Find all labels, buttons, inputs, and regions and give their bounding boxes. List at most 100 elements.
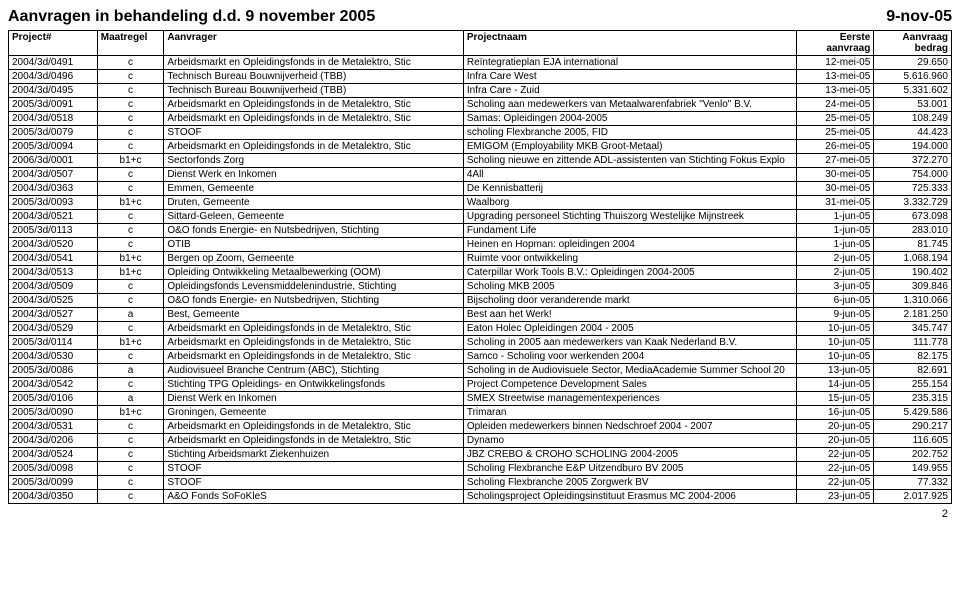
aanvragen-table: Project# Maatregel Aanvrager Projectnaam… <box>8 30 952 504</box>
cell-maatregel: c <box>97 448 164 462</box>
cell-projectnaam: Dynamo <box>463 434 796 448</box>
table-header-row: Project# Maatregel Aanvrager Projectnaam… <box>9 31 952 56</box>
cell-aanvrager: Arbeidsmarkt en Opleidingsfonds in de Me… <box>164 56 464 70</box>
cell-project: 2004/3d/0518 <box>9 112 98 126</box>
cell-bedrag: 235.315 <box>874 392 952 406</box>
cell-aanvrager: Technisch Bureau Bouwnijverheid (TBB) <box>164 84 464 98</box>
cell-bedrag: 44.423 <box>874 126 952 140</box>
cell-bedrag: 116.605 <box>874 434 952 448</box>
cell-project: 2004/3d/0525 <box>9 294 98 308</box>
cell-maatregel: b1+c <box>97 406 164 420</box>
cell-maatregel: c <box>97 98 164 112</box>
cell-project: 2004/3d/0529 <box>9 322 98 336</box>
cell-projectnaam: Caterpillar Work Tools B.V.: Opleidingen… <box>463 266 796 280</box>
cell-aanvrager: Opleiding Ontwikkeling Metaalbewerking (… <box>164 266 464 280</box>
cell-aanvrager: O&O fonds Energie- en Nutsbedrijven, Sti… <box>164 224 464 238</box>
cell-aanvrager: Emmen, Gemeente <box>164 182 464 196</box>
cell-maatregel: c <box>97 224 164 238</box>
table-row: 2004/3d/0495cTechnisch Bureau Bouwnijver… <box>9 84 952 98</box>
col-projectnaam: Projectnaam <box>463 31 796 56</box>
table-row: 2005/3d/0114b1+cArbeidsmarkt en Opleidin… <box>9 336 952 350</box>
cell-bedrag: 255.154 <box>874 378 952 392</box>
table-row: 2005/3d/0113cO&O fonds Energie- en Nutsb… <box>9 224 952 238</box>
cell-project: 2004/3d/0363 <box>9 182 98 196</box>
cell-maatregel: c <box>97 210 164 224</box>
cell-eerste: 6-jun-05 <box>796 294 874 308</box>
cell-eerste: 31-mei-05 <box>796 196 874 210</box>
cell-maatregel: c <box>97 490 164 504</box>
cell-aanvrager: Dienst Werk en Inkomen <box>164 168 464 182</box>
table-row: 2005/3d/0090b1+cGroningen, GemeenteTrima… <box>9 406 952 420</box>
cell-eerste: 20-jun-05 <box>796 434 874 448</box>
cell-eerste: 14-jun-05 <box>796 378 874 392</box>
table-row: 2004/3d/0529cArbeidsmarkt en Opleidingsf… <box>9 322 952 336</box>
cell-project: 2004/3d/0520 <box>9 238 98 252</box>
cell-maatregel: c <box>97 84 164 98</box>
cell-maatregel: c <box>97 378 164 392</box>
cell-bedrag: 345.747 <box>874 322 952 336</box>
cell-maatregel: a <box>97 364 164 378</box>
cell-eerste: 13-mei-05 <box>796 84 874 98</box>
cell-aanvrager: Opleidingsfonds Levensmiddelenindustrie,… <box>164 280 464 294</box>
cell-eerste: 9-jun-05 <box>796 308 874 322</box>
cell-maatregel: a <box>97 308 164 322</box>
cell-bedrag: 194.000 <box>874 140 952 154</box>
cell-eerste: 10-jun-05 <box>796 350 874 364</box>
table-row: 2004/3d/0491cArbeidsmarkt en Opleidingsf… <box>9 56 952 70</box>
cell-project: 2004/3d/0491 <box>9 56 98 70</box>
cell-maatregel: b1+c <box>97 252 164 266</box>
cell-maatregel: c <box>97 112 164 126</box>
cell-project: 2005/3d/0093 <box>9 196 98 210</box>
cell-eerste: 13-jun-05 <box>796 364 874 378</box>
cell-bedrag: 111.778 <box>874 336 952 350</box>
cell-projectnaam: Scholing Flexbranche 2005 Zorgwerk BV <box>463 476 796 490</box>
cell-projectnaam: Scholingsproject Opleidingsinstituut Era… <box>463 490 796 504</box>
cell-project: 2004/3d/0524 <box>9 448 98 462</box>
cell-projectnaam: Bijscholing door veranderende markt <box>463 294 796 308</box>
cell-bedrag: 290.217 <box>874 420 952 434</box>
cell-project: 2004/3d/0542 <box>9 378 98 392</box>
cell-eerste: 25-mei-05 <box>796 112 874 126</box>
cell-project: 2004/3d/0350 <box>9 490 98 504</box>
cell-aanvrager: Groningen, Gemeente <box>164 406 464 420</box>
table-row: 2004/3d/0541b1+cBergen op Zoom, Gemeente… <box>9 252 952 266</box>
cell-eerste: 27-mei-05 <box>796 154 874 168</box>
cell-project: 2005/3d/0086 <box>9 364 98 378</box>
cell-eerste: 16-jun-05 <box>796 406 874 420</box>
cell-projectnaam: Reïntegratieplan EJA international <box>463 56 796 70</box>
cell-bedrag: 1.310.066 <box>874 294 952 308</box>
cell-project: 2005/3d/0106 <box>9 392 98 406</box>
cell-maatregel: b1+c <box>97 154 164 168</box>
cell-maatregel: b1+c <box>97 266 164 280</box>
cell-project: 2004/3d/0531 <box>9 420 98 434</box>
col-eerste: Eerste aanvraag <box>796 31 874 56</box>
cell-aanvrager: Stichting TPG Opleidings- en Ontwikkelin… <box>164 378 464 392</box>
cell-projectnaam: EMIGOM (Employability MKB Groot-Metaal) <box>463 140 796 154</box>
cell-aanvrager: STOOF <box>164 462 464 476</box>
col-bedrag-l1: Aanvraag <box>902 32 948 43</box>
table-row: 2004/3d/0496cTechnisch Bureau Bouwnijver… <box>9 70 952 84</box>
cell-maatregel: c <box>97 476 164 490</box>
page-date: 9-nov-05 <box>886 8 952 26</box>
cell-project: 2005/3d/0098 <box>9 462 98 476</box>
cell-aanvrager: Dienst Werk en Inkomen <box>164 392 464 406</box>
cell-bedrag: 283.010 <box>874 224 952 238</box>
table-row: 2006/3d/0001b1+cSectorfonds ZorgScholing… <box>9 154 952 168</box>
table-row: 2005/3d/0099cSTOOFScholing Flexbranche 2… <box>9 476 952 490</box>
table-row: 2005/3d/0086aAudiovisueel Branche Centru… <box>9 364 952 378</box>
cell-eerste: 24-mei-05 <box>796 98 874 112</box>
cell-projectnaam: Trimaran <box>463 406 796 420</box>
cell-aanvrager: Sittard-Geleen, Gemeente <box>164 210 464 224</box>
header-row: Aanvragen in behandeling d.d. 9 november… <box>8 8 952 26</box>
cell-bedrag: 5.331.602 <box>874 84 952 98</box>
cell-projectnaam: 4All <box>463 168 796 182</box>
cell-aanvrager: Sectorfonds Zorg <box>164 154 464 168</box>
cell-projectnaam: scholing Flexbranche 2005, FID <box>463 126 796 140</box>
cell-bedrag: 309.846 <box>874 280 952 294</box>
page-number: 2 <box>8 508 952 520</box>
table-row: 2004/3d/0521cSittard-Geleen, GemeenteUpg… <box>9 210 952 224</box>
cell-projectnaam: Heinen en Hopman: opleidingen 2004 <box>463 238 796 252</box>
cell-maatregel: c <box>97 434 164 448</box>
col-maatregel: Maatregel <box>97 31 164 56</box>
cell-aanvrager: Arbeidsmarkt en Opleidingsfonds in de Me… <box>164 434 464 448</box>
